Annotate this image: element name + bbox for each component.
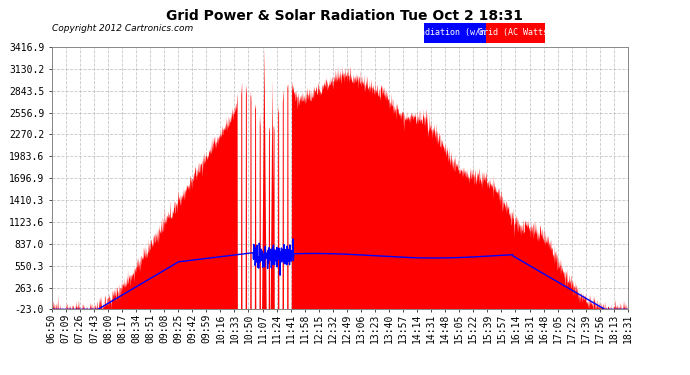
Text: Radiation (w/m2): Radiation (w/m2)	[415, 28, 495, 38]
Text: Copyright 2012 Cartronics.com: Copyright 2012 Cartronics.com	[52, 24, 193, 33]
Text: Grid Power & Solar Radiation Tue Oct 2 18:31: Grid Power & Solar Radiation Tue Oct 2 1…	[166, 9, 524, 23]
Text: Grid (AC Watts): Grid (AC Watts)	[478, 28, 553, 38]
